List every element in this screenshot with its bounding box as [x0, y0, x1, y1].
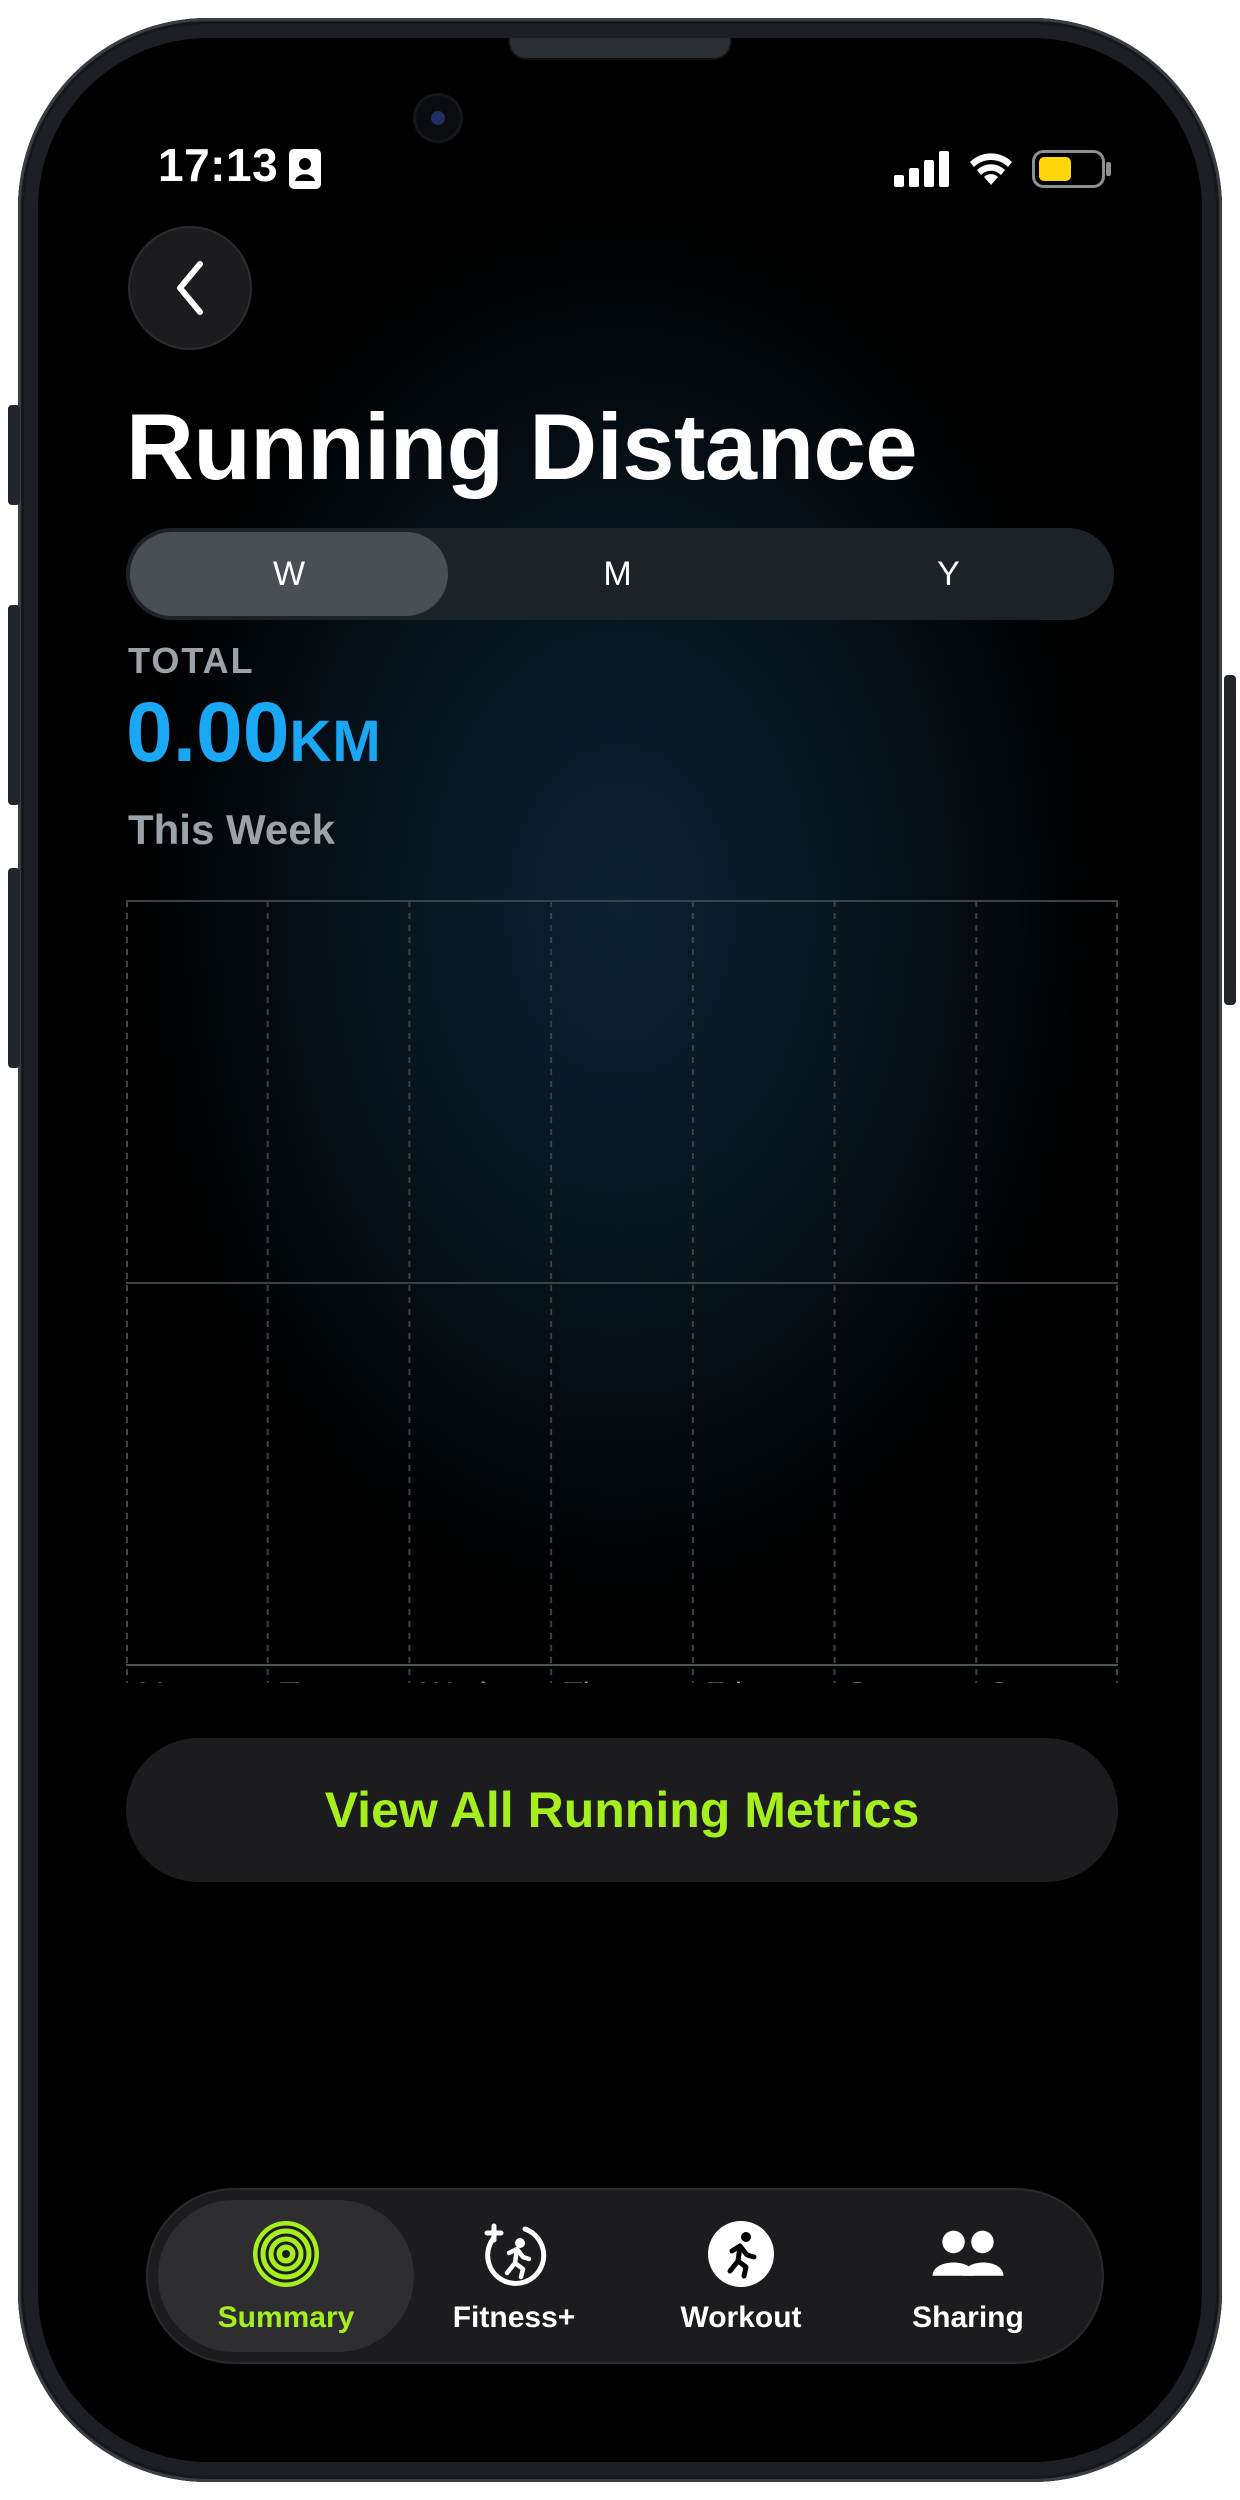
tab-workout[interactable]: Workout — [613, 2200, 869, 2352]
total-value: 0.00KM — [126, 690, 382, 774]
earpiece-speaker — [510, 38, 730, 58]
chart-day-label: Mon — [138, 1676, 200, 1683]
status-indicators — [894, 150, 1112, 188]
wifi-icon — [970, 153, 1012, 185]
period-segmented-control: W M Y — [126, 528, 1114, 620]
battery-icon — [1032, 150, 1111, 188]
workout-runner-icon — [704, 2217, 778, 2291]
chart-svg: Mon Tue Wed Thu Fri Sat Sun — [126, 900, 1118, 1683]
cellular-signal-icon — [894, 151, 949, 187]
activity-rings-icon — [249, 2217, 323, 2291]
segment-month[interactable]: M — [603, 554, 632, 593]
status-time: 17:13 — [158, 139, 279, 191]
fitness-plus-icon — [477, 2217, 551, 2291]
chart-day-label: Tue — [280, 1676, 334, 1683]
chart-day-label: Thu — [563, 1676, 618, 1683]
total-unit: KM — [289, 709, 382, 774]
screen: 17:13 Running Distance — [38, 38, 1202, 2462]
tab-sharing[interactable]: Sharing — [840, 2200, 1096, 2352]
front-camera — [416, 96, 460, 140]
chart-day-label: Fri — [705, 1676, 742, 1683]
segment-year[interactable]: Y — [937, 554, 960, 593]
tab-fitness-plus-label: Fitness+ — [452, 2301, 576, 2334]
total-number: 0.00 — [126, 685, 290, 779]
chart-day-label: Sun — [988, 1676, 1045, 1683]
tab-bar: Summary Fitness+ Workout — [146, 2188, 1104, 2364]
action-button — [8, 405, 20, 505]
total-label: TOTAL — [128, 640, 255, 681]
tab-sharing-label: Sharing — [912, 2301, 1024, 2334]
sharing-people-icon — [931, 2217, 1005, 2291]
view-all-metrics-button[interactable]: View All Running Metrics — [126, 1738, 1118, 1882]
contact-card-icon — [288, 148, 322, 195]
page-title: Running Distance — [126, 394, 918, 499]
chart-day-label: Sat — [847, 1676, 895, 1683]
chart-day-label: Wed — [421, 1676, 486, 1683]
back-button[interactable] — [128, 226, 252, 350]
tab-summary[interactable]: Summary — [158, 2200, 414, 2352]
volume-up-button — [8, 605, 20, 805]
tab-workout-label: Workout — [680, 2301, 802, 2334]
distance-chart: Mon Tue Wed Thu Fri Sat Sun — [126, 863, 1118, 1683]
chevron-left-icon — [177, 261, 203, 315]
tab-summary-label: Summary — [217, 2301, 355, 2334]
tab-fitness-plus[interactable]: Fitness+ — [386, 2200, 642, 2352]
period-label: This Week — [128, 806, 335, 853]
volume-down-button — [8, 868, 20, 1068]
power-button — [1224, 675, 1236, 1005]
segment-week[interactable]: W — [130, 532, 448, 616]
